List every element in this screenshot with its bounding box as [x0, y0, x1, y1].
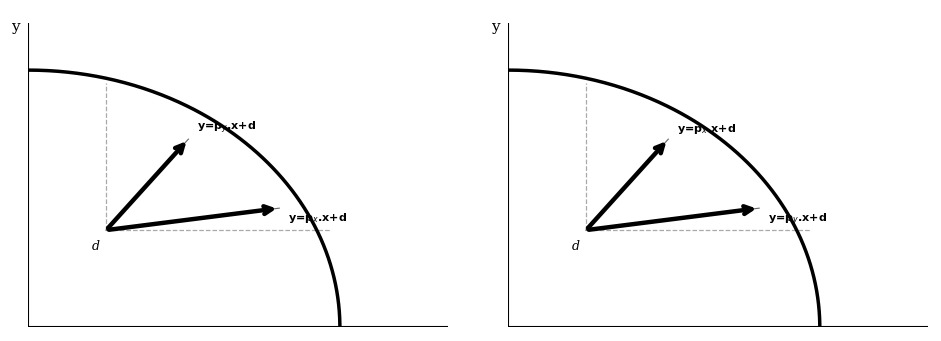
Text: y: y	[11, 20, 20, 34]
Text: d: d	[91, 239, 100, 253]
Text: y=p$_{x}$.x+d: y=p$_{x}$.x+d	[677, 122, 736, 136]
Text: y=p$_{x}$.x+d: y=p$_{x}$.x+d	[288, 211, 347, 225]
Text: y: y	[491, 20, 500, 34]
Text: d: d	[571, 239, 580, 253]
Text: y=p$_{y}$.x+d: y=p$_{y}$.x+d	[768, 211, 827, 228]
Text: y=p$_{y}$.x+d: y=p$_{y}$.x+d	[197, 120, 256, 136]
